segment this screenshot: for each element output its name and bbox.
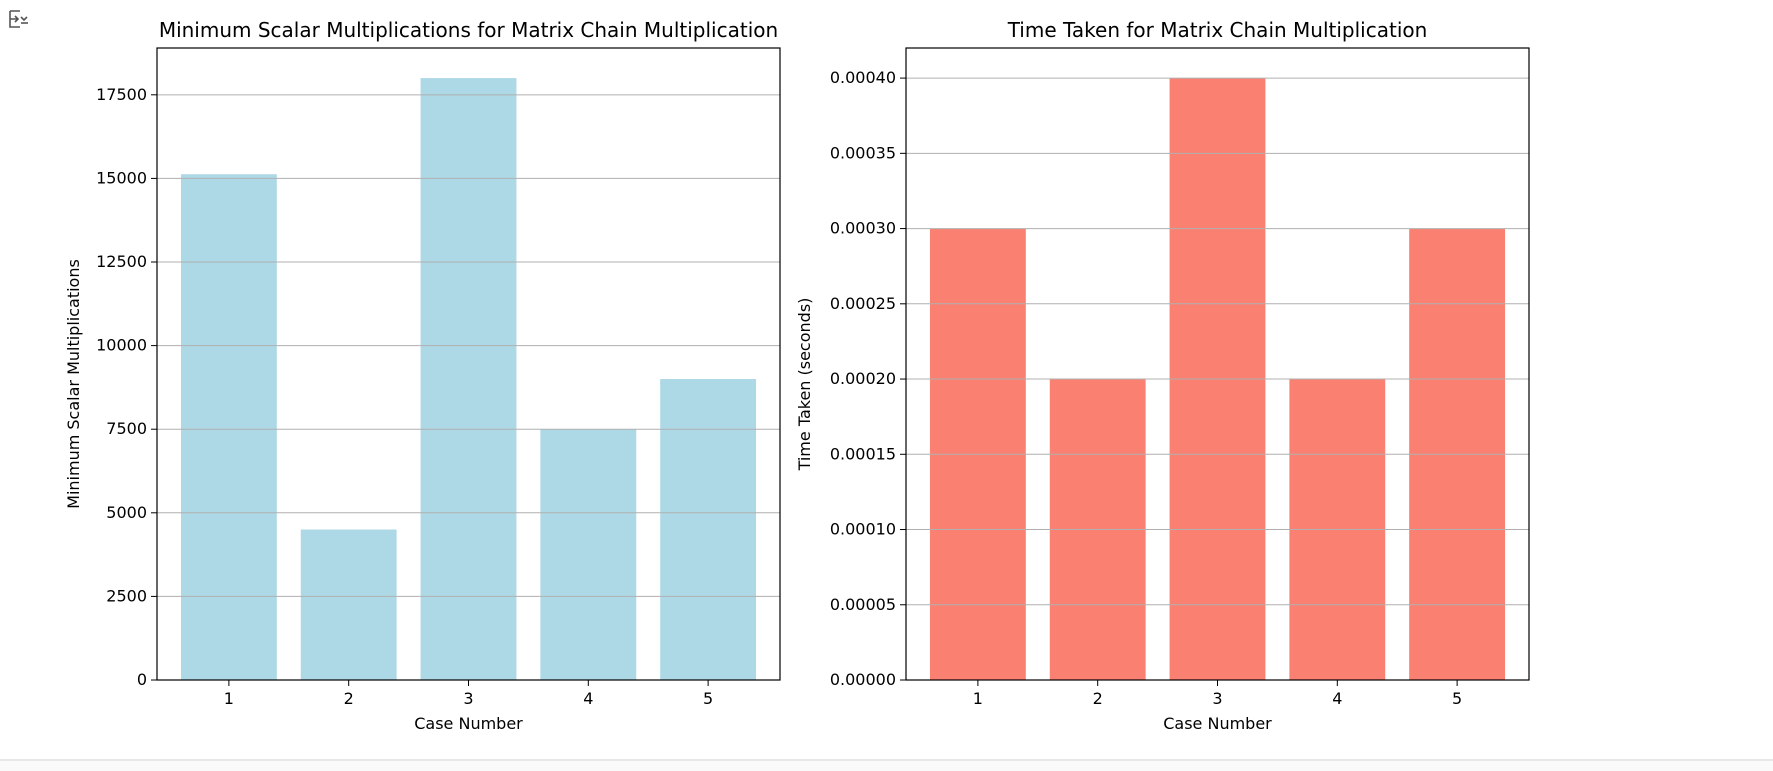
x-tick-label: 3 <box>1212 689 1222 708</box>
x-tick-label: 2 <box>1093 689 1103 708</box>
bar-case-2 <box>300 529 397 680</box>
y-axis-label: Time Taken (seconds) <box>795 298 814 472</box>
y-tick-label: 0.00030 <box>830 219 896 238</box>
y-tick-label: 0.00015 <box>830 444 896 463</box>
x-tick-label: 4 <box>1332 689 1342 708</box>
x-axis-label: Case Number <box>1163 714 1272 733</box>
y-tick-label: 0.00005 <box>830 595 896 614</box>
x-tick-label: 5 <box>703 689 713 708</box>
y-tick-label: 0.00025 <box>830 294 896 313</box>
chart-2: 0.00000 0.00005 0.00010 0.00015 0.00020 0.000… <box>795 18 1530 733</box>
y-tick-label: 0 <box>137 670 147 689</box>
x-tick-label: 3 <box>463 689 473 708</box>
y-tick-label: 0.00020 <box>830 369 896 388</box>
y-tick-label: 10000 <box>96 336 147 355</box>
bar-case-3 <box>420 78 517 681</box>
y-tick-label: 0.00000 <box>830 670 896 689</box>
y-axis-label: Minimum Scalar Multiplications <box>64 259 83 509</box>
y-tick-label: 7500 <box>106 419 147 438</box>
chart-title: Minimum Scalar Multiplications for Matri… <box>159 18 778 42</box>
y-tick-label: 15000 <box>96 168 147 187</box>
x-tick-label: 1 <box>973 689 983 708</box>
y-tick-label: 17500 <box>96 85 147 104</box>
y-tick-label: 2500 <box>106 586 147 605</box>
y-tick-label: 0.00010 <box>830 520 896 539</box>
bar-case-1 <box>180 174 277 681</box>
y-tick-label: 0.00040 <box>830 68 896 87</box>
output-toggle-icon[interactable] <box>8 8 32 30</box>
y-tick-label: 5000 <box>106 503 147 522</box>
bar-case-4 <box>540 429 637 680</box>
x-axis-label: Case Number <box>414 714 523 733</box>
bar-case-5 <box>660 379 757 680</box>
chart-1: 0 2500 5000 7500 10000 12500 15000 17500 1 2 3 4 5 Mi… <box>64 18 781 733</box>
chart-title: Time Taken for Matrix Chain Multiplicati… <box>1007 18 1428 42</box>
x-tick-label: 5 <box>1452 689 1462 708</box>
x-tick-label: 1 <box>224 689 234 708</box>
cell-footer <box>0 761 1773 771</box>
cell-divider <box>0 759 1773 761</box>
y-tick-label: 12500 <box>96 252 147 271</box>
x-tick-label: 2 <box>344 689 354 708</box>
y-tick-label: 0.00035 <box>830 143 896 162</box>
x-tick-label: 4 <box>583 689 593 708</box>
